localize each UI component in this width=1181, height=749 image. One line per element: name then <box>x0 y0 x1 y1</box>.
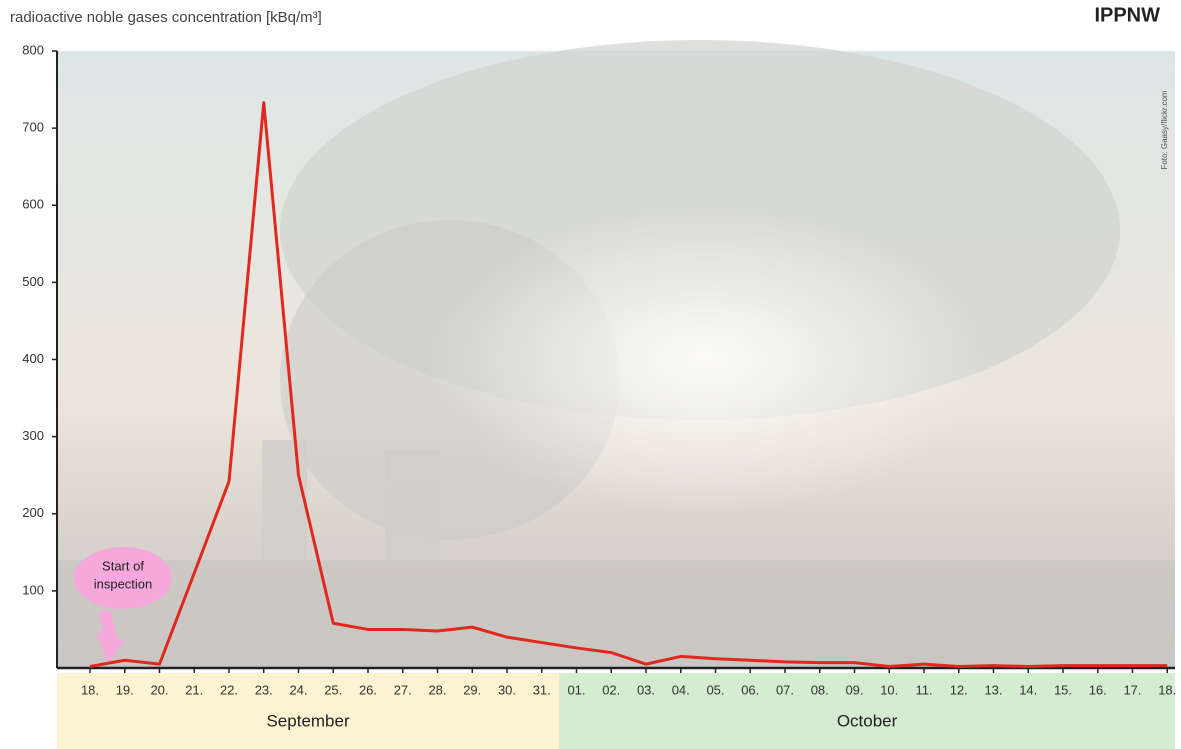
y-tick-label: 200 <box>22 505 44 520</box>
month-label: September <box>266 711 349 730</box>
x-tick-label: 11. <box>915 682 932 697</box>
x-tick-label: 30. <box>498 682 516 697</box>
x-tick-label: 16. <box>1089 682 1107 697</box>
x-tick-label: 26. <box>359 682 377 697</box>
photo-credit: Foto: Gaasy/flickr.com <box>1160 90 1169 169</box>
x-tick-label: 18. <box>81 682 99 697</box>
x-tick-label: 04. <box>672 682 690 697</box>
chart-title: radioactive noble gases concentration [k… <box>10 9 322 26</box>
background-photo <box>57 40 1175 668</box>
y-tick-label: 500 <box>22 274 44 289</box>
page: {"chart_data": {"type": "line", "title":… <box>0 0 1181 749</box>
x-tick-label: 12. <box>950 682 968 697</box>
x-tick-label: 18. <box>1158 682 1176 697</box>
x-tick-label: 09. <box>845 682 863 697</box>
x-tick-label: 22. <box>220 682 238 697</box>
y-tick-label: 800 <box>22 42 44 57</box>
chart: radioactive noble gases concentration [k… <box>0 0 1181 749</box>
x-tick-label: 29. <box>463 682 481 697</box>
x-tick-label: 17. <box>1123 682 1141 697</box>
x-tick-label: 31. <box>533 682 551 697</box>
x-tick-label: 23. <box>255 682 273 697</box>
x-tick-label: 28. <box>428 682 446 697</box>
x-tick-label: 05. <box>706 682 724 697</box>
y-tick-label: 600 <box>22 197 44 212</box>
x-tick-label: 27. <box>394 682 412 697</box>
y-tick-label: 700 <box>22 120 44 135</box>
y-tick-label: 300 <box>22 428 44 443</box>
x-tick-label: 01. <box>567 682 585 697</box>
x-tick-label: 21. <box>185 682 203 697</box>
x-tick-label: 13. <box>984 682 1002 697</box>
x-tick-label: 15. <box>1054 682 1072 697</box>
annotation-text: Start of <box>102 558 144 573</box>
y-tick-label: 100 <box>22 582 44 597</box>
x-tick-label: 14. <box>1019 682 1037 697</box>
x-tick-label: 02. <box>602 682 620 697</box>
x-tick-label: 25. <box>324 682 342 697</box>
x-tick-label: 08. <box>811 682 829 697</box>
x-tick-label: 24. <box>289 682 307 697</box>
x-tick-label: 20. <box>150 682 168 697</box>
x-tick-label: 03. <box>637 682 655 697</box>
x-tick-label: 19. <box>116 682 134 697</box>
x-tick-label: 10. <box>880 682 898 697</box>
x-tick-label: 07. <box>776 682 794 697</box>
x-tick-label: 06. <box>741 682 759 697</box>
annotation-text: inspection <box>94 576 153 591</box>
month-label: October <box>837 711 898 730</box>
y-tick-label: 400 <box>22 351 44 366</box>
brand: IPPNW <box>1094 4 1160 26</box>
